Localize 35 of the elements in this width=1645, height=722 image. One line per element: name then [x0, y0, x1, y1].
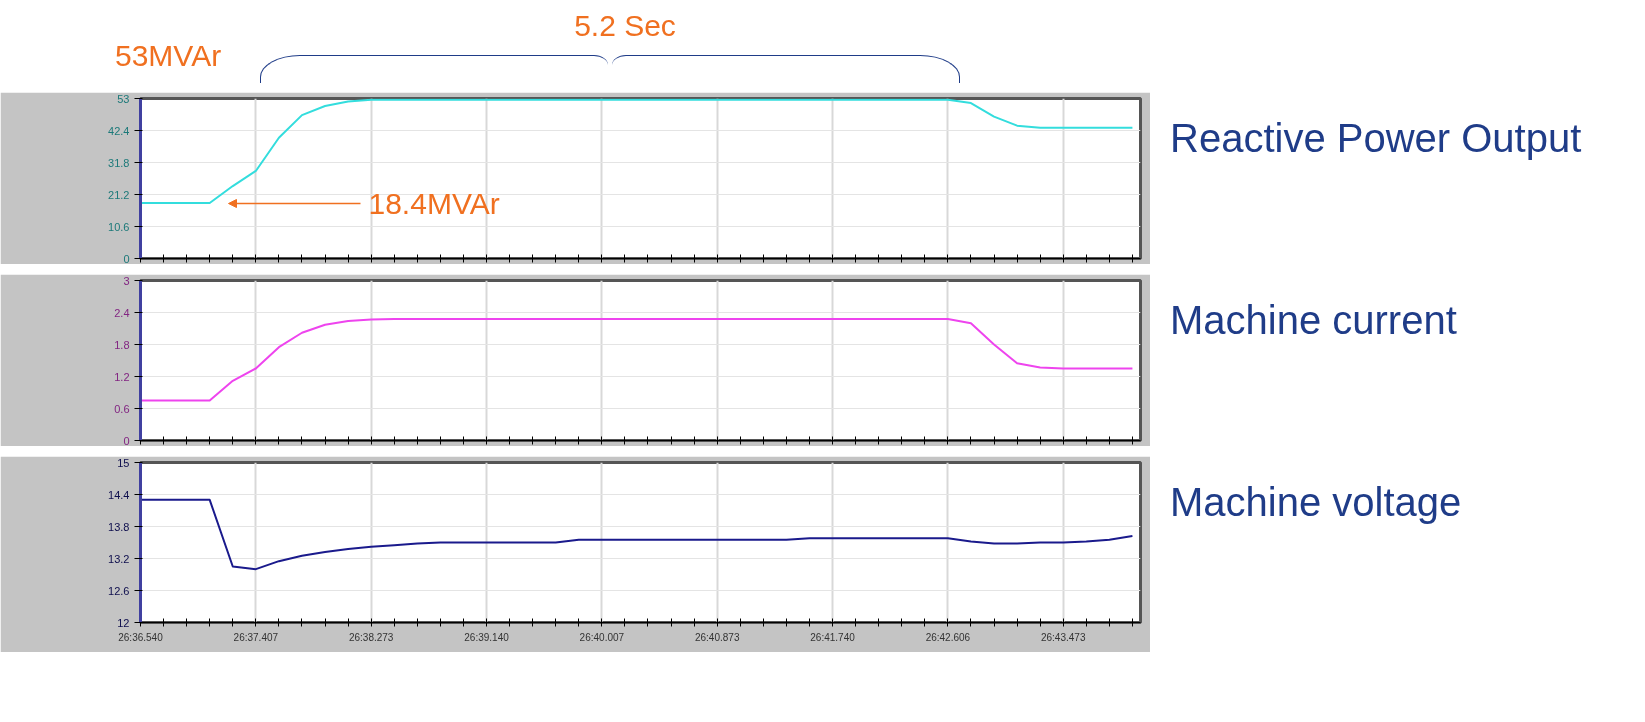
y-tick-label: 12.6 — [108, 584, 130, 597]
y-tick-label: 31.8 — [108, 156, 130, 169]
x-tick-label: 26:42.606 — [925, 631, 971, 643]
y-tick-label: 1.2 — [114, 370, 130, 383]
y-tick-label: 21.2 — [108, 188, 130, 201]
y-tick-label: 2.4 — [114, 306, 130, 319]
text: 53MVAr — [115, 38, 222, 74]
series-label: Machine voltage — [1170, 479, 1462, 526]
y-tick-label: 42.4 — [108, 124, 130, 137]
y-tick-label: 0.6 — [114, 402, 130, 415]
y-tick-label: 0 — [123, 252, 130, 265]
y-tick-label: 0 — [123, 434, 130, 447]
series-label: Machine current — [1170, 297, 1457, 344]
x-tick-label: 26:40.873 — [694, 631, 740, 643]
y-tick-label: 13.8 — [108, 520, 130, 533]
x-tick-label: 26:39.140 — [464, 631, 510, 643]
y-tick-label: 13.2 — [108, 552, 130, 565]
y-tick-label: 14.4 — [108, 488, 130, 501]
line-series — [140, 498, 1134, 571]
y-tick-label: 12 — [117, 616, 130, 629]
y-tick-label: 53 — [117, 92, 130, 105]
y-tick-label: 10.6 — [108, 220, 130, 233]
y-tick-label: 15 — [117, 456, 130, 469]
x-tick-label: 26:41.740 — [810, 631, 856, 643]
text: 5.2 Sec — [574, 8, 676, 44]
y-tick-label: 1.8 — [114, 338, 130, 351]
x-tick-label: 26:38.273 — [348, 631, 394, 643]
y-tick-label: 3 — [123, 274, 130, 287]
annotation: 18.4MVAr — [368, 187, 500, 220]
x-tick-label: 26:37.407 — [233, 631, 279, 643]
x-tick-label: 26:43.473 — [1040, 631, 1086, 643]
x-tick-label: 26:36.540 — [118, 631, 164, 643]
series-label: Reactive Power Output — [1170, 115, 1582, 162]
line-series — [140, 317, 1134, 402]
x-tick-label: 26:40.007 — [579, 631, 625, 643]
